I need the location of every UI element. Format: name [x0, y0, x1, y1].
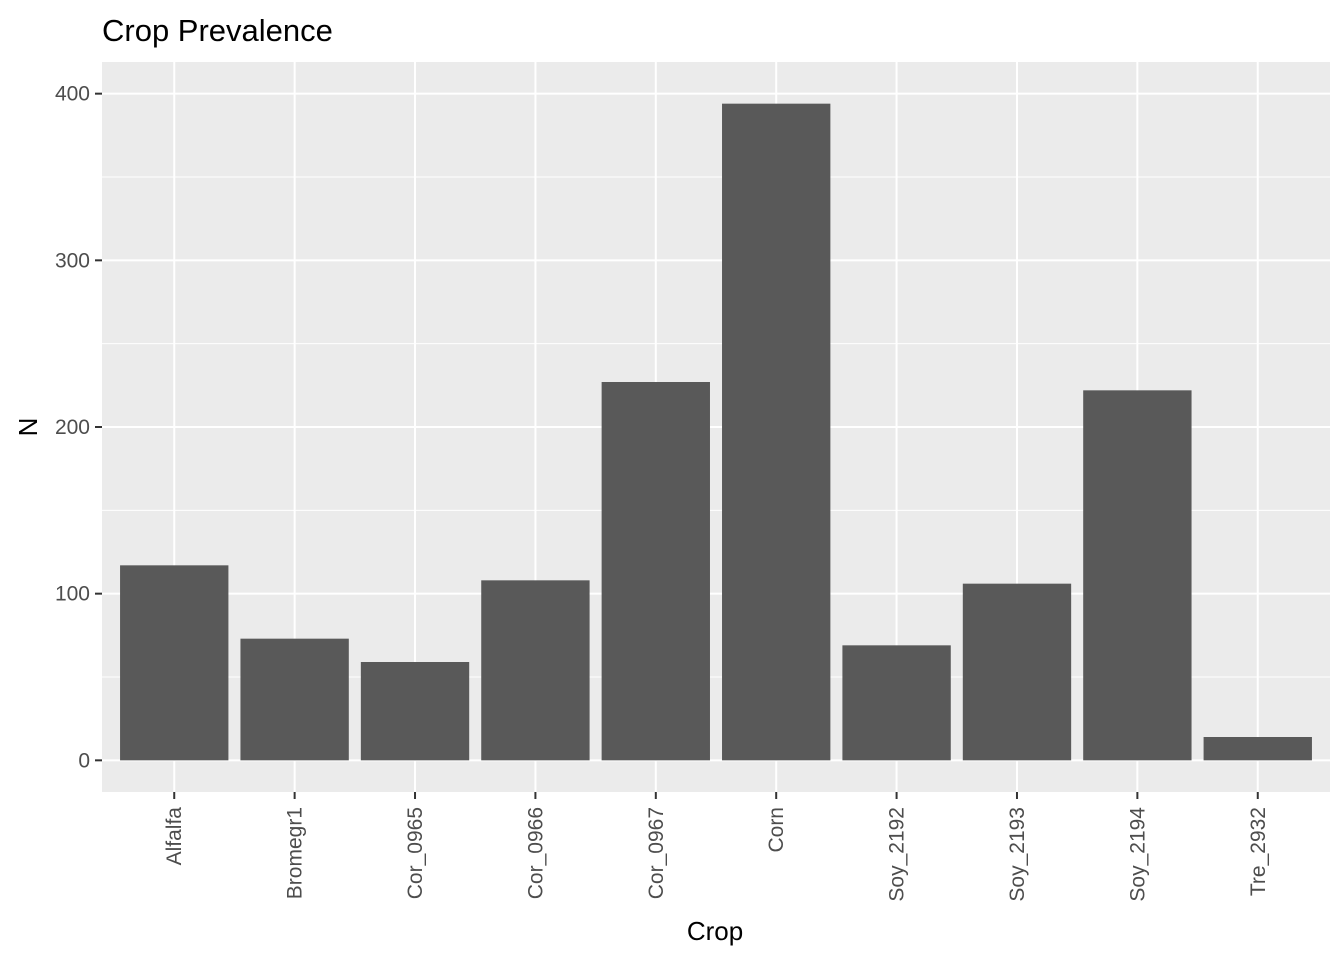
bar-soy_2193 [962, 583, 1072, 761]
x-tick-label: Soy_2193 [1006, 807, 1029, 902]
bar-corn [722, 103, 831, 761]
y-tick-label: 300 [55, 249, 90, 272]
bar-cor_0965 [360, 662, 470, 761]
bar-tre_2932 [1203, 737, 1312, 761]
x-axis: Alfalfa Bromegr1 Cor_0965 Cor_0966 Cor_0967 C… [163, 792, 1270, 902]
y-tick-label: 400 [55, 83, 90, 106]
x-tick-label: Cor_0967 [645, 807, 668, 899]
x-tick-label: Soy_2194 [1126, 807, 1149, 902]
x-tick-label: Alfalfa [163, 807, 186, 866]
bar-bromegr1 [240, 638, 349, 761]
bars [120, 103, 1312, 761]
bar-soy_2192 [842, 645, 951, 761]
y-tick-label: 100 [55, 583, 90, 606]
x-tick-label: Soy_2192 [886, 807, 909, 902]
bar-cor_0967 [601, 382, 710, 761]
y-axis-title: N [13, 418, 43, 437]
x-tick-label: Cor_0965 [404, 807, 427, 899]
x-axis-title: Crop [687, 916, 743, 946]
bar-soy_2194 [1083, 390, 1192, 761]
bar-alfalfa [120, 565, 229, 761]
bar-cor_0966 [481, 580, 590, 761]
x-tick-label: Cor_0966 [524, 807, 547, 899]
x-tick-label: Bromegr1 [284, 807, 307, 899]
y-axis: 0 100 200 300 400 [55, 83, 102, 772]
chart-title: Crop Prevalence [102, 13, 333, 48]
y-tick-label: 0 [78, 749, 90, 772]
x-tick-label: Corn [765, 807, 788, 853]
x-tick-label: Tre_2932 [1247, 807, 1270, 896]
y-tick-label: 200 [55, 416, 90, 439]
